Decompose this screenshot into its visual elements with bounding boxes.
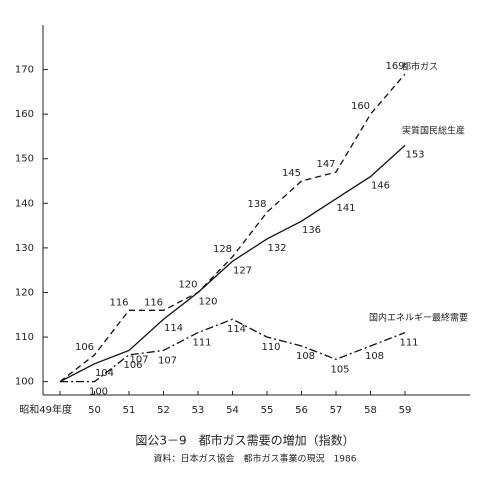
- value-label: 132: [267, 243, 286, 254]
- value-label: 116: [109, 297, 128, 308]
- value-label: 146: [371, 181, 390, 192]
- series-line: [59, 73, 406, 383]
- value-label: 108: [296, 351, 315, 362]
- x-tick-label: 56: [295, 405, 308, 416]
- value-label: 138: [247, 199, 266, 210]
- x-tick-label: 50: [88, 405, 101, 416]
- y-tick-label: 170: [15, 65, 34, 76]
- x-tick-label: 昭和49年度: [19, 403, 72, 416]
- value-label: 136: [302, 225, 321, 236]
- value-label: 153: [405, 149, 424, 160]
- x-tick-label: 51: [123, 405, 136, 416]
- x-tick-label: 59: [399, 405, 412, 416]
- value-label: 141: [336, 203, 355, 214]
- y-tick-label: 130: [15, 243, 34, 254]
- value-label: 105: [330, 364, 349, 375]
- value-label: 116: [144, 297, 163, 308]
- value-label: 169: [385, 61, 404, 72]
- value-label: 114: [164, 323, 183, 334]
- value-label: 114: [227, 324, 246, 335]
- value-label: 147: [316, 159, 335, 170]
- value-label: 107: [158, 355, 177, 366]
- value-label: 104: [95, 368, 114, 379]
- y-tick-label: 110: [15, 332, 34, 343]
- value-label: 107: [129, 354, 148, 365]
- value-label: 110: [261, 342, 280, 353]
- value-label: 108: [365, 351, 384, 362]
- series-label: 国内エネルギー最終需要: [369, 312, 468, 324]
- value-label: 111: [399, 338, 418, 349]
- value-label: 160: [351, 101, 370, 112]
- x-tick-label: 57: [330, 405, 343, 416]
- y-tick-label: 160: [15, 109, 34, 120]
- chart-title: 図公3－9 都市ガス需要の増加（指数）: [135, 433, 354, 448]
- y-tick-label: 120: [15, 287, 34, 298]
- value-label: 127: [233, 265, 252, 276]
- series-label: 都市ガス: [402, 61, 438, 73]
- chart-source: 資料：日本ガス協会 都市ガス事業の現況 1986: [154, 453, 357, 465]
- x-tick-label: 54: [226, 405, 239, 416]
- series-line: [59, 144, 406, 383]
- x-tick-label: 53: [192, 405, 205, 416]
- value-label: 100: [89, 387, 108, 398]
- y-tick-label: 100: [15, 377, 34, 388]
- value-label: 145: [282, 168, 301, 179]
- y-tick-label: 140: [15, 198, 34, 209]
- value-label: 128: [213, 244, 232, 255]
- value-label: 120: [198, 296, 217, 307]
- value-label: 106: [75, 342, 94, 353]
- x-tick-label: 55: [261, 405, 274, 416]
- y-tick-label: 150: [15, 154, 34, 165]
- x-tick-label: 52: [157, 405, 170, 416]
- x-tick-label: 58: [364, 405, 377, 416]
- series-line: [60, 318, 406, 383]
- value-label: 106: [123, 360, 142, 371]
- value-label: 120: [178, 279, 197, 290]
- value-label: 111: [192, 338, 211, 349]
- series-label: 実質国民総生産: [402, 125, 465, 137]
